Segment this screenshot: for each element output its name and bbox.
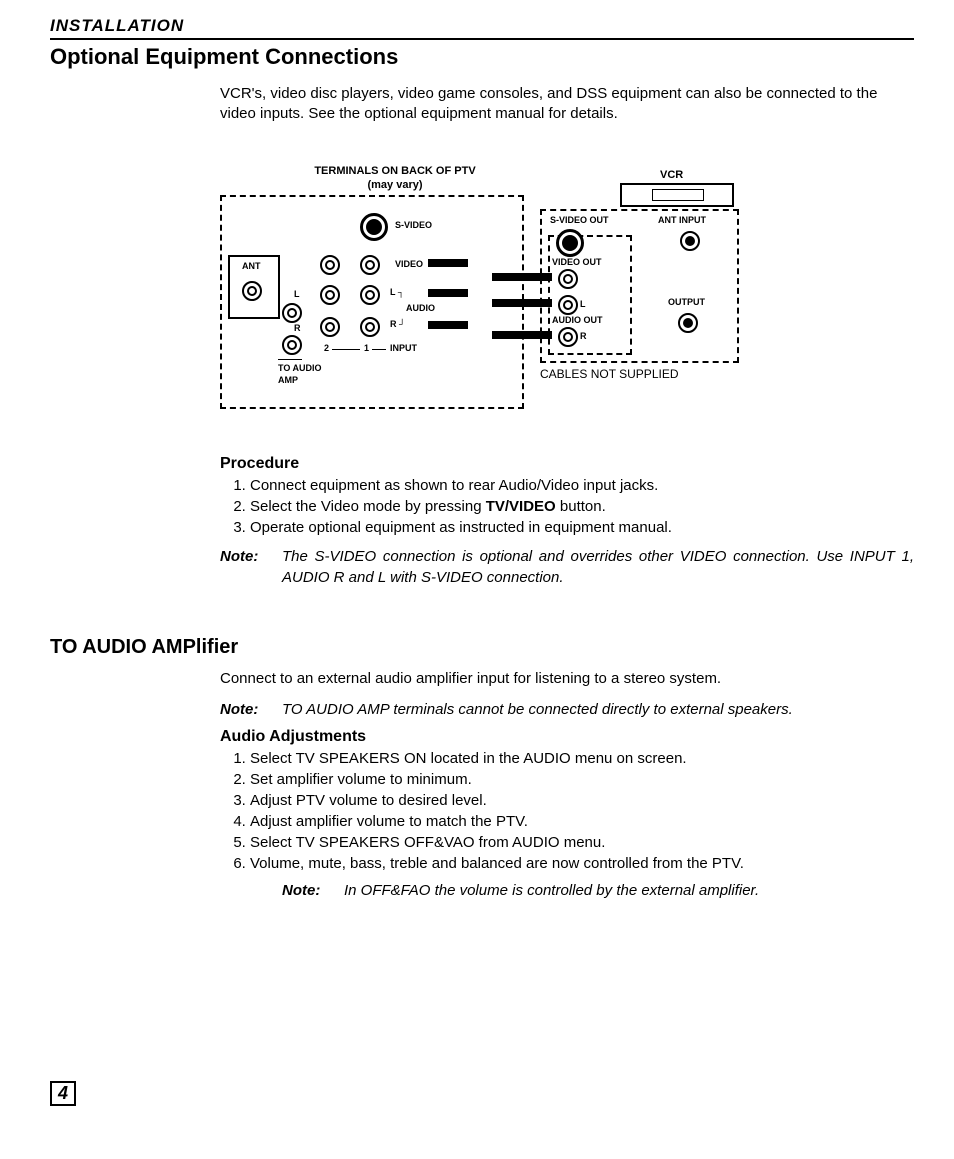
diagram-title-mayvary: (may vary) — [280, 179, 510, 191]
note-amp-terminals: Note: TO AUDIO AMP terminals cannot be c… — [220, 699, 914, 720]
audio-step-1: Select TV SPEAKERS ON located in the AUD… — [250, 748, 914, 769]
video-jack2-icon — [320, 255, 340, 275]
vcr-output-jack-icon — [678, 313, 698, 333]
audio-step-5: Select TV SPEAKERS OFF&VAO from AUDIO me… — [250, 832, 914, 853]
label-svideo: S-VIDEO — [395, 220, 432, 230]
audio-r2-jack-icon — [320, 317, 340, 337]
vcr-video-cable-icon — [492, 273, 552, 281]
note-svideo: Note: The S-VIDEO connection is optional… — [220, 546, 914, 588]
vcr-antinput-jack-icon — [680, 231, 700, 251]
note-off-fao: Note: In OFF&FAO the volume is controlle… — [282, 880, 914, 901]
audio-amp-l-jack-icon — [282, 303, 302, 323]
label-audio-r-bracket: R ┘ — [390, 319, 405, 329]
label-amp: AMP — [278, 375, 298, 385]
note-label: Note: — [220, 546, 282, 588]
audio-r1-jack-icon — [360, 317, 380, 337]
connection-diagram: TERMINALS ON BACK OF PTV (may vary) VCR … — [220, 165, 760, 415]
vcr-label-r: R — [580, 331, 587, 341]
ant-jack-icon — [242, 281, 262, 301]
vcr-audio-l-cable-icon — [492, 299, 552, 307]
vcr-svideo-jack-icon — [556, 229, 584, 257]
svideo-jack-icon — [360, 213, 388, 241]
note-body: The S-VIDEO connection is optional and o… — [282, 546, 914, 588]
audio-step-2: Set amplifier volume to minimum. — [250, 769, 914, 790]
amp-intro: Connect to an external audio amplifier i… — [220, 669, 914, 689]
title-audio-amplifier: TO AUDIO AMPlifier — [50, 636, 914, 659]
audio-amp-r-jack-icon — [282, 335, 302, 355]
label-audio: AUDIO — [406, 303, 435, 313]
audio-adjustments-list: Select TV SPEAKERS ON located in the AUD… — [250, 748, 914, 874]
label-video-out: VIDEO OUT — [552, 257, 602, 267]
vcr-audio-r-cable-icon — [492, 331, 552, 339]
proc-step-1: Connect equipment as shown to rear Audio… — [250, 475, 914, 496]
label-input: INPUT — [390, 343, 417, 353]
page-number: 4 — [50, 1081, 76, 1106]
label-cables-not-supplied: CABLES NOT SUPPLIED — [540, 367, 679, 381]
audio-r-cable-icon — [428, 321, 468, 329]
procedure-heading: Procedure — [220, 455, 914, 473]
label-ant-input: ANT INPUT — [658, 215, 706, 225]
audio-step-4: Adjust amplifier volume to match the PTV… — [250, 811, 914, 832]
audio-l1-jack-icon — [360, 285, 380, 305]
audio-step-3: Adjust PTV volume to desired level. — [250, 790, 914, 811]
audio-l-cable-icon — [428, 289, 468, 297]
label-one: 1 — [364, 343, 369, 353]
label-l: L — [294, 289, 300, 299]
audio-adjustments-heading: Audio Adjustments — [220, 728, 914, 746]
label-video: VIDEO — [395, 259, 423, 269]
title-optional-equipment: Optional Equipment Connections — [50, 44, 914, 70]
label-audio-l-bracket: L ┐ — [390, 287, 404, 297]
proc-step-3: Operate optional equipment as instructed… — [250, 517, 914, 538]
section-header: INSTALLATION — [50, 16, 914, 40]
vcr-video-out-jack-icon — [558, 269, 578, 289]
vcr-audio-r-jack-icon — [558, 327, 578, 347]
manual-page: INSTALLATION Optional Equipment Connecti… — [0, 0, 954, 1146]
label-to-audio: TO AUDIO — [278, 363, 322, 373]
vcr-label-l: L — [580, 299, 586, 309]
note-label-3: Note: — [282, 880, 344, 901]
label-ant: ANT — [242, 261, 261, 271]
audio-step-6: Volume, mute, bass, treble and balanced … — [250, 853, 914, 874]
note-label-2: Note: — [220, 699, 282, 720]
video-cable-icon — [428, 259, 468, 267]
diagram-label-vcr: VCR — [660, 169, 683, 181]
vcr-device-icon — [620, 183, 734, 207]
label-r: R — [294, 323, 301, 333]
note-body-2: TO AUDIO AMP terminals cannot be connect… — [282, 699, 914, 720]
diagram-title-terminals: TERMINALS ON BACK OF PTV — [280, 165, 510, 177]
intro-paragraph: VCR's, video disc players, video game co… — [220, 84, 914, 125]
label-svideo-out: S-VIDEO OUT — [550, 215, 609, 225]
note-body-3: In OFF&FAO the volume is controlled by t… — [344, 880, 914, 901]
label-output: OUTPUT — [668, 297, 705, 307]
proc-step-2: Select the Video mode by pressing TV/VID… — [250, 496, 914, 517]
audio-l2-jack-icon — [320, 285, 340, 305]
label-two: 2 — [324, 343, 329, 353]
vcr-audio-l-jack-icon — [558, 295, 578, 315]
video-jack1-icon — [360, 255, 380, 275]
label-audio-out: AUDIO OUT — [552, 315, 603, 325]
procedure-list: Connect equipment as shown to rear Audio… — [250, 475, 914, 538]
